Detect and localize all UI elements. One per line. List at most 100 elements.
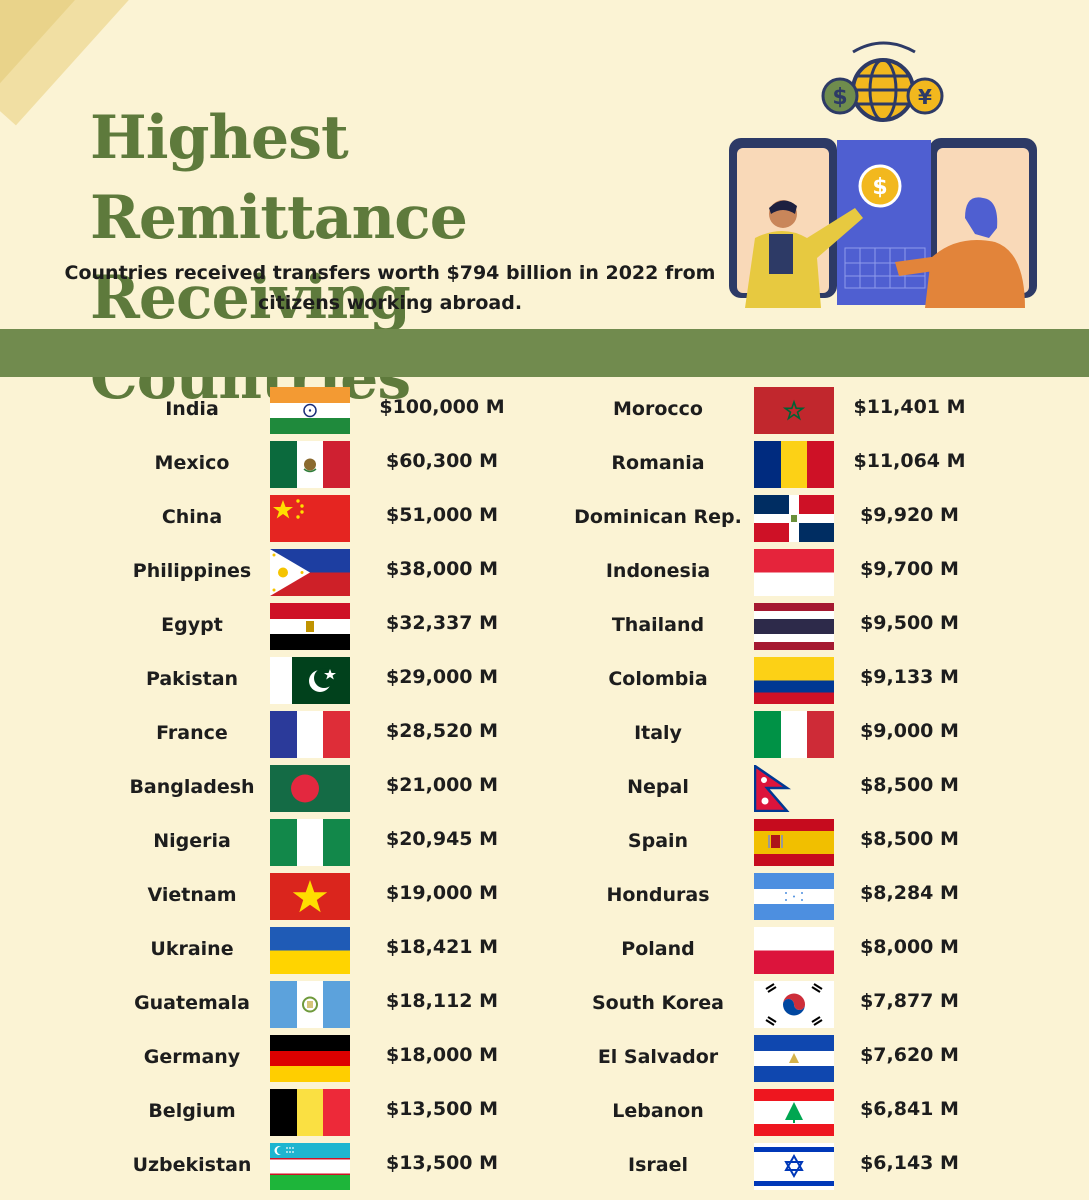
country-name: Poland (621, 938, 695, 960)
italy-flag (754, 711, 834, 758)
country-row: Mexico $60,300 M (110, 438, 630, 492)
svg-text:$: $ (832, 85, 847, 110)
guatemala-flag (270, 981, 350, 1028)
romania-flag (754, 441, 834, 488)
country-name: France (156, 722, 228, 744)
country-row: China $51,000 M (110, 492, 630, 546)
header-divider-band (0, 329, 1089, 377)
country-row: Italy $9,000 M (572, 708, 1089, 762)
remittance-amount: $51,000 M (385, 504, 499, 526)
country-name: Thailand (611, 614, 705, 636)
south-korea-flag (754, 981, 834, 1028)
nepal-flag (754, 765, 834, 812)
country-row: Thailand $9,500 M (572, 600, 1089, 654)
country-row: Vietnam $19,000 M (110, 870, 630, 924)
country-row: India $100,000 M (110, 384, 630, 438)
remittance-amount: $32,337 M (385, 612, 499, 634)
china-flag (270, 495, 350, 542)
country-name: Nigeria (153, 830, 231, 852)
country-name: China (161, 506, 223, 528)
country-row: Indonesia $9,700 M (572, 546, 1089, 600)
lebanon-flag (754, 1089, 834, 1136)
remittance-amount: $18,000 M (385, 1044, 499, 1066)
india-flag (270, 387, 350, 434)
remittance-amount: $8,284 M (860, 882, 959, 904)
remittance-amount: $9,133 M (860, 666, 959, 688)
country-row: Dominican Rep. $9,920 M (572, 492, 1089, 546)
country-row: Spain $8,500 M (572, 816, 1089, 870)
country-row: Guatemala $18,112 M (110, 978, 630, 1032)
svg-text:$: $ (872, 175, 887, 200)
germany-flag (270, 1035, 350, 1082)
country-name: Romania (611, 452, 705, 474)
honduras-flag (754, 873, 834, 920)
remittance-amount: $9,000 M (860, 720, 959, 742)
country-name: Israel (628, 1154, 688, 1176)
poland-flag (754, 927, 834, 974)
spain-flag (754, 819, 834, 866)
remittance-amount: $8,000 M (860, 936, 959, 958)
remittance-amount: $6,841 M (860, 1098, 959, 1120)
country-name: Italy (634, 722, 682, 744)
remittance-amount: $100,000 M (379, 396, 505, 418)
country-name: Belgium (148, 1100, 236, 1122)
page-subtitle: Countries received transfers worth $794 … (60, 258, 720, 318)
country-row: Nigeria $20,945 M (110, 816, 630, 870)
remittance-amount: $13,500 M (385, 1152, 499, 1174)
remittance-amount: $28,520 M (385, 720, 499, 742)
country-name: Guatemala (134, 992, 250, 1014)
nigeria-flag (270, 819, 350, 866)
remittance-amount: $18,421 M (385, 936, 499, 958)
country-list-left: India $100,000 M Mexico $60,300 M China $51,0… (110, 384, 630, 1194)
country-name: Vietnam (147, 884, 237, 906)
country-row: El Salvador $7,620 M (572, 1032, 1089, 1086)
remittance-amount: $7,877 M (860, 990, 959, 1012)
country-row: Poland $8,000 M (572, 924, 1089, 978)
country-name: Colombia (608, 668, 708, 690)
colombia-flag (754, 657, 834, 704)
country-name: Ukraine (150, 938, 234, 960)
remittance-amount: $6,143 M (860, 1152, 959, 1174)
country-row: South Korea $7,877 M (572, 978, 1089, 1032)
uzbekistan-flag (270, 1143, 350, 1190)
country-name: Indonesia (605, 560, 711, 582)
country-row: Morocco $11,401 M (572, 384, 1089, 438)
indonesia-flag (754, 549, 834, 596)
country-name: Lebanon (612, 1100, 704, 1122)
remittance-amount: $38,000 M (385, 558, 499, 580)
country-row: Germany $18,000 M (110, 1032, 630, 1086)
mexico-flag (270, 441, 350, 488)
country-name: Egypt (161, 614, 223, 636)
subtitle-line-2: citizens working abroad. (257, 292, 523, 314)
country-list-right: Morocco $11,401 M Romania $11,064 M Dominica… (572, 384, 1089, 1194)
vietnam-flag (270, 873, 350, 920)
el-salvador-flag (754, 1035, 834, 1082)
country-name: Pakistan (145, 668, 239, 690)
country-row: Ukraine $18,421 M (110, 924, 630, 978)
country-name: Morocco (613, 398, 703, 420)
remittance-amount: $29,000 M (385, 666, 499, 688)
country-name: Nepal (627, 776, 689, 798)
france-flag (270, 711, 350, 758)
country-name: Uzbekistan (132, 1154, 252, 1176)
country-row: Uzbekistan $13,500 M (110, 1140, 630, 1194)
svg-text:¥: ¥ (918, 85, 932, 109)
remittance-amount: $7,620 M (860, 1044, 959, 1066)
country-row: Belgium $13,500 M (110, 1086, 630, 1140)
country-name: South Korea (591, 992, 724, 1014)
remittance-amount: $21,000 M (385, 774, 499, 796)
remittance-amount: $13,500 M (385, 1098, 499, 1120)
remittance-amount: $11,064 M (853, 450, 966, 472)
title-line-1: Highest Remittance (90, 103, 468, 253)
pakistan-flag (270, 657, 350, 704)
country-row: Egypt $32,337 M (110, 600, 630, 654)
philippines-flag (270, 549, 350, 596)
remittance-amount: $9,920 M (860, 504, 959, 526)
country-row: Lebanon $6,841 M (572, 1086, 1089, 1140)
bangladesh-flag (270, 765, 350, 812)
country-name: Honduras (606, 884, 710, 906)
country-name: Dominican Rep. (574, 506, 742, 528)
country-name: India (165, 398, 219, 420)
remittance-amount: $20,945 M (385, 828, 499, 850)
country-name: El Salvador (597, 1046, 719, 1068)
